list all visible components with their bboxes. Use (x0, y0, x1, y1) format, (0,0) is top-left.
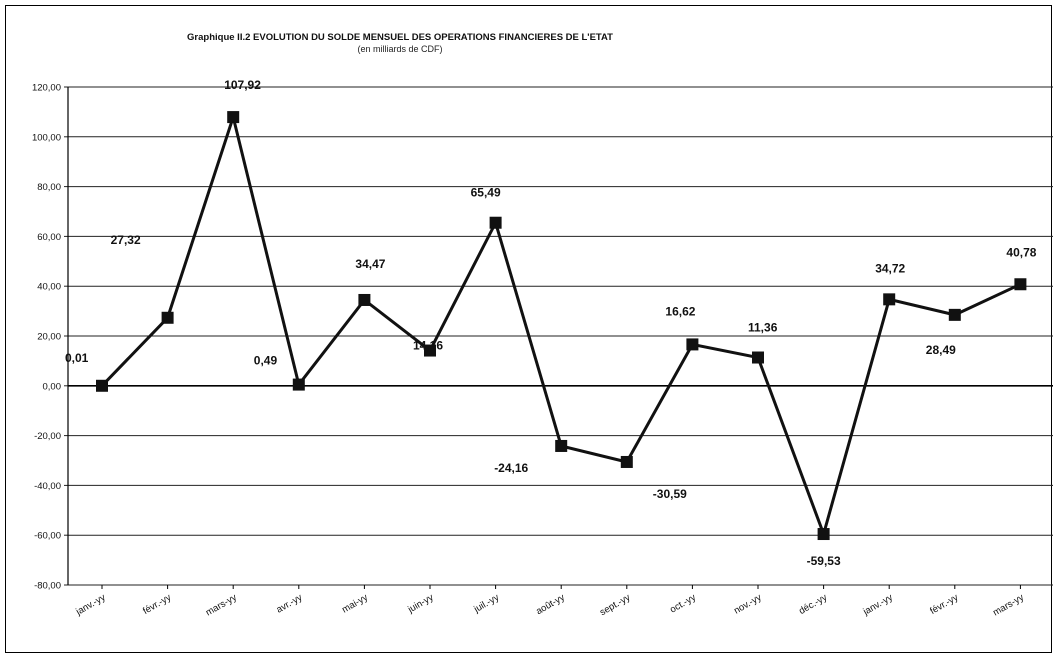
data-point-marker (686, 338, 699, 351)
data-label: 27,32 (111, 233, 141, 247)
x-tick-label: févr.-yy (928, 592, 960, 617)
x-tick-label: janv.-yy (73, 592, 107, 618)
data-label: 0,01 (65, 351, 89, 365)
data-label: 16,62 (665, 304, 695, 318)
y-tick-label: -20,00 (34, 431, 61, 442)
x-tick-label: mai-yy (340, 592, 370, 616)
x-tick-label: sept.-yy (598, 592, 633, 618)
y-tick-label: -80,00 (34, 581, 61, 592)
grid-lines (68, 86, 1053, 586)
y-tick-label: -60,00 (34, 531, 61, 542)
chart-frame (5, 5, 1052, 653)
data-labels: 0,01 27,32 107,92 0,49 34,47 14,16 65,49 -24,16… (65, 78, 1037, 568)
y-axis-ticks: 120,00 100,00 80,00 60,00 40,00 20,00 0,00 -20,… (32, 83, 68, 592)
x-tick-label: juin-yy (405, 592, 435, 616)
x-axis-ticks: janv.-yy févr.-yy mars-yy avr.-yy mai-yy juin… (73, 585, 1026, 618)
data-label: 34,72 (875, 261, 905, 275)
x-tick-label: févr.-yy (141, 592, 173, 617)
y-tick-label: 60,00 (37, 232, 61, 243)
data-markers (96, 111, 1027, 541)
y-tick-label: -40,00 (34, 481, 61, 492)
data-point-marker (883, 293, 896, 306)
data-label: 28,49 (926, 343, 956, 357)
data-point-marker (358, 293, 371, 306)
data-label: 65,49 (471, 186, 501, 200)
x-tick-label: avr.-yy (275, 592, 305, 616)
x-tick-label: août-yy (534, 592, 567, 617)
chart-subtitle: (en milliards de CDF) (357, 44, 443, 54)
x-tick-label: nov.-yy (732, 592, 764, 617)
axes (67, 87, 1053, 585)
data-label: 40,78 (1006, 245, 1036, 259)
series-line-path (100, 111, 1022, 539)
data-point-marker (555, 439, 568, 452)
data-label: 34,47 (355, 257, 385, 271)
data-point-marker (1014, 278, 1027, 291)
data-point-marker (96, 379, 108, 392)
data-point-marker (227, 111, 240, 124)
y-tick-label: 80,00 (37, 182, 61, 193)
data-point-marker (752, 351, 764, 364)
data-label: -30,59 (653, 487, 687, 501)
x-tick-label: mars-yy (991, 592, 1026, 619)
y-tick-label: 0,00 (43, 381, 62, 392)
x-tick-label: déc.-yy (797, 592, 829, 617)
y-tick-label: 40,00 (37, 282, 61, 293)
data-point-marker (620, 455, 633, 468)
x-tick-label: janv.-yy (861, 592, 895, 618)
y-tick-label: 100,00 (32, 132, 61, 143)
data-label: 107,92 (224, 78, 261, 92)
data-point-marker (489, 216, 502, 229)
data-label: -24,16 (494, 461, 528, 475)
data-label: 0,49 (254, 354, 278, 368)
x-tick-label: juil.-yy (471, 592, 501, 616)
data-label: 14,16 (413, 339, 443, 353)
y-tick-label: 20,00 (37, 332, 61, 343)
data-point-marker (817, 528, 830, 541)
x-tick-label: oct.-yy (668, 592, 698, 616)
y-tick-label: 120,00 (32, 83, 61, 94)
data-point-marker (948, 308, 961, 321)
x-tick-label: mars-yy (204, 592, 239, 619)
data-point-marker (424, 344, 436, 357)
data-label: -59,53 (807, 554, 841, 568)
data-point-marker (161, 311, 174, 324)
series-line (100, 111, 1022, 539)
chart-title: Graphique II.2 EVOLUTION DU SOLDE MENSUE… (187, 32, 613, 43)
data-point-marker (292, 378, 305, 391)
data-label: 11,36 (748, 321, 778, 335)
